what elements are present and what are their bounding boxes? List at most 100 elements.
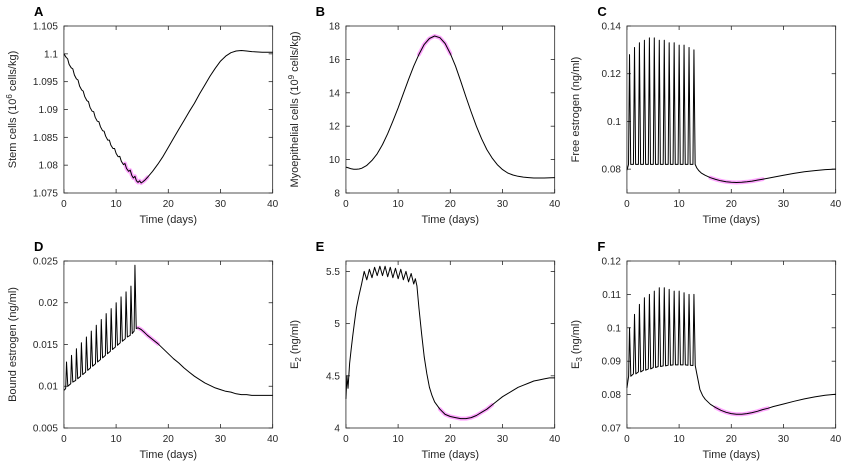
axes-box: [63, 260, 274, 429]
axes-box: [345, 260, 555, 429]
x-tick-label: 40: [267, 199, 279, 210]
panel-f: F 0 10 20 30 40 0.07 0.08 0.09 0.1 0.11 0.12 Time (…: [563, 235, 845, 470]
y-tick-label: 8: [334, 188, 340, 199]
y-tick-label: 0.1: [607, 323, 621, 334]
x-tick-label: 20: [726, 434, 738, 445]
y-tick-label: 0.08: [602, 165, 622, 176]
x-tick-label: 30: [497, 199, 509, 210]
y-tick-label: 0.11: [603, 290, 622, 301]
y-tick-label: 0.08: [602, 390, 622, 401]
x-axis-label: Time (days): [421, 214, 479, 226]
x-axis-label: Time (days): [703, 214, 761, 226]
panel-c: C 0 10 20 30 40 0.08 0.1 0.12 0.14 Time (days) Fre…: [563, 0, 845, 235]
x-tick-label: 30: [778, 199, 790, 210]
x-tick-label: 40: [549, 434, 561, 445]
y-tick-label: 1.105: [33, 21, 58, 32]
y-tick-label: 18: [328, 21, 340, 32]
panel-a-plot: 0 10 20 30 40 1.075 1.08 1.085 1.09 1.095 1.1 1.105…: [5, 21, 279, 226]
y-tick-label: 0.09: [602, 357, 622, 368]
x-tick-label: 10: [111, 434, 123, 445]
x-tick-label: 0: [624, 434, 630, 445]
y-axis-label: Stem cells (106 cells/kg): [5, 51, 19, 168]
x-tick-label: 20: [726, 199, 738, 210]
x-tick-label: 10: [674, 199, 686, 210]
y-tick-label: 0.12: [602, 256, 622, 267]
panel-f-plot: 0 10 20 30 40 0.07 0.08 0.09 0.1 0.11 0.12 Time (da…: [570, 256, 842, 461]
x-tick-label: 10: [111, 199, 123, 210]
panel-label-e: E: [315, 239, 325, 254]
y-tick-label: 0.07: [602, 423, 622, 434]
y-tick-label: 0.01: [39, 382, 59, 393]
x-axis-label: Time (days): [703, 449, 761, 461]
x-tick-label: 20: [444, 199, 456, 210]
panel-label-f: F: [597, 239, 606, 254]
series-line: [63, 264, 273, 396]
y-tick-label: 5: [334, 319, 340, 330]
panel-b-plot: 0 10 20 30 40 8 10 12 14 16 18 Time (days) Myoepithe…: [287, 21, 561, 226]
y-tick-label: 4: [334, 423, 340, 434]
y-tick-label: 1.095: [33, 77, 58, 88]
x-tick-label: 10: [674, 434, 686, 445]
y-tick-label: 12: [328, 122, 340, 133]
y-axis-label: Bound estrogen (ng/ml): [7, 287, 19, 402]
y-tick-label: 14: [328, 88, 340, 99]
series-line: [626, 37, 837, 183]
y-tick-label: 1.075: [33, 188, 58, 199]
x-tick-label: 0: [343, 199, 349, 210]
y-tick-label: 4.5: [326, 371, 340, 382]
panel-label-a: A: [34, 4, 44, 19]
panel-c-plot: 0 10 20 30 40 0.08 0.1 0.12 0.14 Time (days) Free …: [570, 21, 842, 226]
x-tick-label: 0: [61, 199, 67, 210]
x-tick-label: 20: [163, 434, 175, 445]
panel-label-b: B: [315, 4, 326, 19]
panel-b: B 0 10 20 30 40 8 10 12 14 16 18 Time (days) Myoepit…: [282, 0, 564, 235]
x-tick-label: 30: [497, 434, 509, 445]
x-tick-label: 10: [392, 434, 404, 445]
y-axis-label: Free estrogen (ng/ml): [570, 57, 582, 163]
y-tick-label: 0.12: [602, 69, 622, 80]
uncertainty-band: [437, 403, 494, 421]
y-tick-label: 10: [328, 155, 340, 166]
y-tick-label: 1.08: [39, 161, 59, 172]
y-tick-label: 0.015: [33, 340, 58, 351]
x-tick-label: 0: [343, 434, 349, 445]
x-tick-label: 0: [624, 199, 630, 210]
series-line: [345, 35, 555, 179]
y-tick-label: 16: [328, 55, 340, 66]
x-tick-label: 20: [444, 434, 456, 445]
panel-label-c: C: [597, 4, 607, 19]
x-tick-label: 10: [392, 199, 404, 210]
y-axis-label: Myoepithelial cells (109 cells/kg): [287, 32, 301, 188]
series-line: [626, 287, 837, 415]
y-tick-label: 0.025: [33, 256, 58, 267]
x-tick-label: 30: [215, 434, 227, 445]
y-tick-label: 0.14: [602, 21, 622, 32]
x-tick-label: 20: [163, 199, 175, 210]
series-line: [345, 265, 555, 420]
y-axis-label: E3 (ng/ml): [570, 320, 584, 369]
panel-label-d: D: [34, 239, 44, 254]
x-tick-label: 0: [61, 434, 67, 445]
y-tick-label: 1.085: [33, 133, 58, 144]
y-axis-label: E2 (ng/ml): [289, 320, 303, 369]
axes-box: [63, 25, 274, 194]
x-tick-label: 40: [549, 199, 561, 210]
panel-a: A 0 10 20 30 40 1.075 1.08 1.085 1.09 1.095 1.1 1.1…: [0, 0, 282, 235]
x-axis-label: Time (days): [140, 214, 198, 226]
y-tick-label: 0.1: [607, 117, 621, 128]
x-tick-label: 40: [830, 199, 842, 210]
panel-e-plot: 0 10 20 30 40 4 4.5 5 5.5 Time (days) E2 (ng/ml): [289, 260, 561, 461]
x-tick-label: 30: [215, 199, 227, 210]
x-tick-label: 40: [830, 434, 842, 445]
y-tick-label: 5.5: [326, 267, 340, 278]
y-tick-label: 0.02: [39, 298, 59, 309]
x-axis-label: Time (days): [140, 449, 198, 461]
panel-e: E 0 10 20 30 40 4 4.5 5 5.5 Time (days) E2 (ng/ml): [282, 235, 564, 470]
panel-d: D 0 10 20 30 40 0.005 0.01 0.015 0.02 0.025 Time (…: [0, 235, 282, 470]
x-tick-label: 40: [267, 434, 279, 445]
y-tick-label: 1.1: [44, 49, 58, 60]
panel-d-plot: 0 10 20 30 40 0.005 0.01 0.015 0.02 0.025 Time (da…: [7, 256, 279, 461]
y-tick-label: 0.005: [33, 423, 58, 434]
x-axis-label: Time (days): [421, 449, 479, 461]
